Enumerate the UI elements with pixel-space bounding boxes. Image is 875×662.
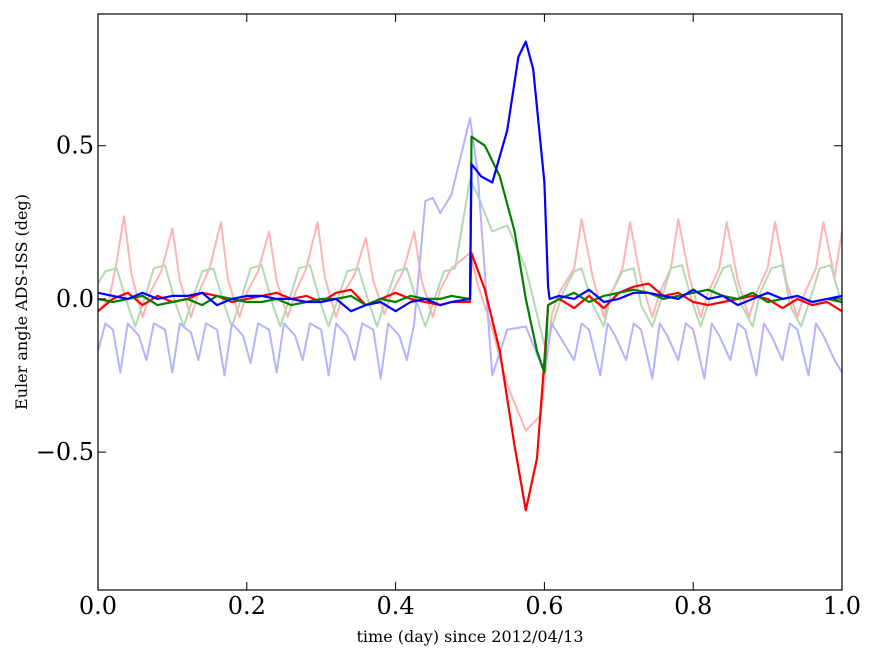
series-line-green xyxy=(97,135,843,374)
x-tick-label: 0.2 xyxy=(228,592,266,620)
y-axis-label: Euler angle ADS-ISS (deg) xyxy=(12,194,31,410)
y-tick-label: 0.0 xyxy=(56,285,94,313)
y-tick-label: −0.5 xyxy=(36,438,94,466)
series-line-blue xyxy=(97,40,843,313)
x-tick-label: 0.4 xyxy=(377,592,415,620)
x-axis-label: time (day) since 2012/04/13 xyxy=(356,627,583,646)
x-tick-label: 0.0 xyxy=(79,592,117,620)
series-layer xyxy=(97,40,843,512)
y-tick-label: 0.5 xyxy=(56,132,94,160)
series-line-blue-faded xyxy=(97,117,843,380)
x-tick-label: 0.8 xyxy=(674,592,712,620)
series-line-green-faded xyxy=(97,178,843,346)
x-tick-label: 0.6 xyxy=(525,592,563,620)
ticks-layer: 0.0 0.2 0.4 0.6 0.8 1.0 −0.5 0.0 0.5 xyxy=(36,14,861,620)
plot-frame xyxy=(97,13,843,591)
x-tick-label: 1.0 xyxy=(823,592,861,620)
